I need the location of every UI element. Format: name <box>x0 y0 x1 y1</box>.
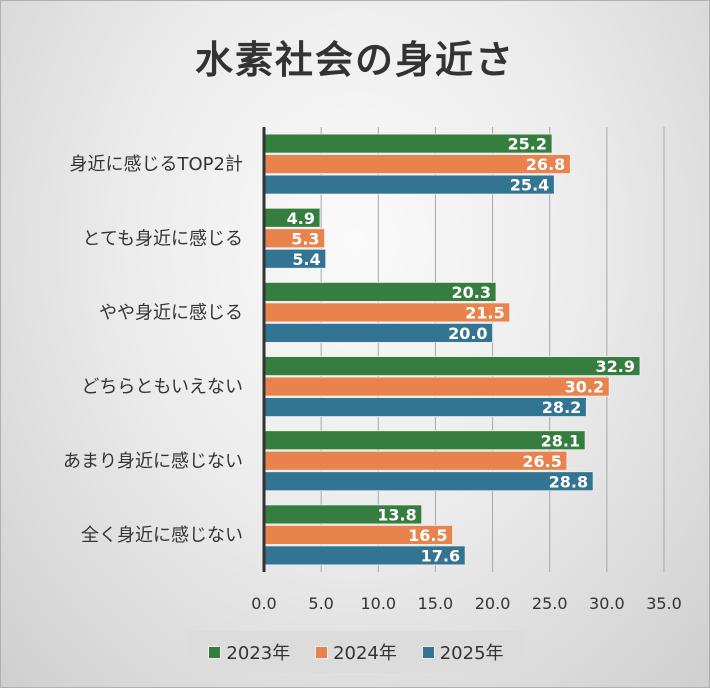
data-label: 25.2 <box>508 135 547 154</box>
data-label: 20.0 <box>448 324 487 343</box>
data-label: 21.5 <box>465 303 504 322</box>
data-label: 26.5 <box>522 452 561 471</box>
category-label: 全く身近に感じない <box>81 525 243 546</box>
category-label: 身近に感じるTOP2計 <box>70 154 243 175</box>
legend-label: 2024年 <box>333 643 397 664</box>
x-tick-label: 5.0 <box>308 594 333 613</box>
data-label: 32.9 <box>596 357 635 376</box>
x-tick-label: 30.0 <box>589 594 625 613</box>
data-label: 25.4 <box>510 176 549 195</box>
legend-swatch <box>315 645 329 659</box>
data-label: 30.2 <box>565 378 604 397</box>
data-label: 28.1 <box>541 431 580 450</box>
bar-2025年 <box>263 397 587 417</box>
x-tick-label: 15.0 <box>418 594 454 613</box>
bar-2023年 <box>263 430 586 451</box>
data-label: 13.8 <box>377 505 416 524</box>
legend-item-2025: 2025年 <box>421 639 504 665</box>
x-tick-label: 20.0 <box>475 594 511 613</box>
bar-2025年 <box>263 471 594 492</box>
x-tick-label: 25.0 <box>532 594 568 613</box>
data-label: 28.8 <box>549 472 588 491</box>
data-label: 4.9 <box>287 209 315 228</box>
legend-item-2023: 2023年 <box>208 639 290 665</box>
x-tick-label: 0.0 <box>251 594 276 613</box>
data-label: 20.3 <box>452 283 491 302</box>
data-label: 17.6 <box>421 546 460 565</box>
chart-title: 水素社会の身近さ <box>194 38 515 82</box>
category-label: あまり身近に感じない <box>63 451 243 472</box>
data-label: 16.5 <box>408 526 447 545</box>
legend-label: 2025年 <box>439 643 504 664</box>
category-label: とても身近に感じる <box>82 228 243 249</box>
data-label: 28.2 <box>542 398 581 417</box>
data-label: 5.4 <box>292 250 320 269</box>
legend-swatch <box>421 645 435 659</box>
bar-2024年 <box>263 154 571 174</box>
data-label: 5.3 <box>291 229 319 248</box>
legend-item-2024: 2024年 <box>315 639 397 665</box>
x-tick-label: 35.0 <box>646 594 682 613</box>
legend-label: 2023年 <box>226 643 291 664</box>
data-label: 26.8 <box>526 155 565 174</box>
category-label: やや身近に感じる <box>99 302 243 323</box>
legend: 2023年 2024年 2025年 <box>188 631 524 673</box>
x-tick-label: 10.0 <box>360 594 396 613</box>
bar-2023年 <box>263 356 641 376</box>
bar-2024年 <box>263 376 610 397</box>
category-label: どちらともいえない <box>81 377 243 398</box>
legend-swatch <box>208 645 222 659</box>
